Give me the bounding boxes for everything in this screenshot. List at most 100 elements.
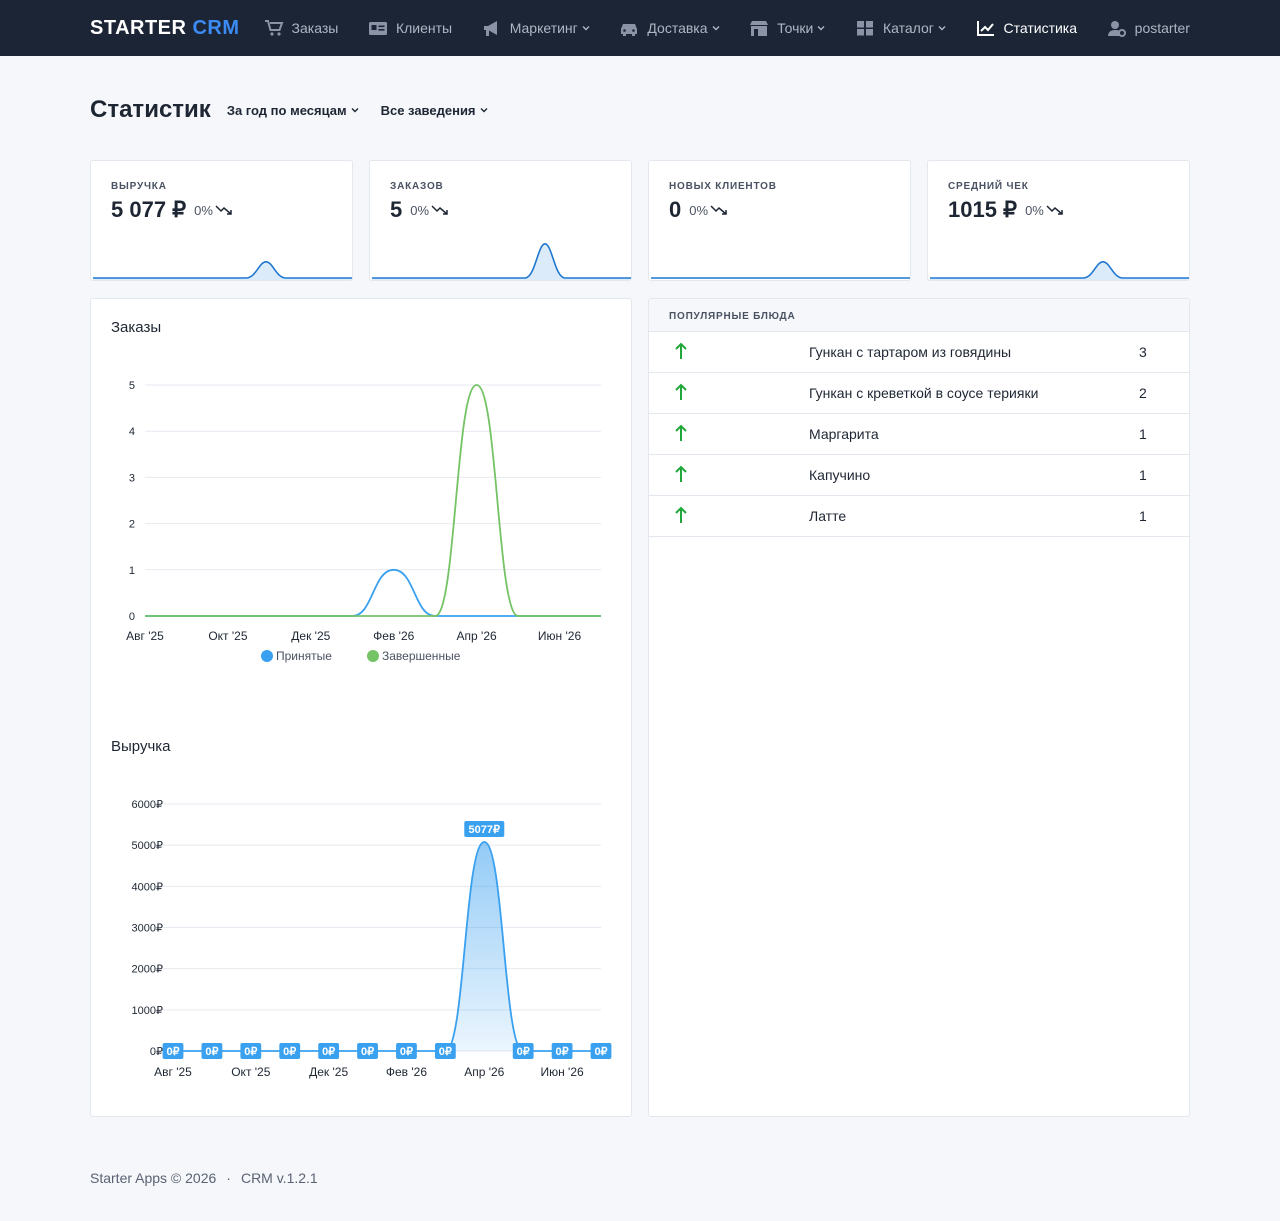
y-tick-label: 4000₽ — [132, 881, 163, 893]
legend-marker — [261, 650, 273, 662]
chevron-down-icon — [480, 108, 488, 113]
y-tick-label: 5000₽ — [132, 840, 163, 852]
data-label: 0₽ — [439, 1046, 452, 1058]
arrow-up-icon — [675, 465, 687, 482]
kpi-label: Средний чек — [948, 181, 1029, 192]
data-label: 0₽ — [594, 1046, 607, 1058]
y-tick-label: 5 — [129, 380, 135, 392]
table-row[interactable]: Гункан с тартаром из говядины 3 — [649, 332, 1189, 373]
nav-item-label: Каталог — [882, 20, 934, 36]
kpi-change: 0% — [689, 203, 728, 218]
revenue-chart-title: Выручка — [111, 738, 171, 755]
dish-name: Капучино — [809, 467, 871, 483]
y-tick-label: 0 — [129, 611, 135, 623]
trend-down-icon — [431, 205, 448, 215]
dish-qty: 1 — [1139, 426, 1147, 442]
nav-item-1[interactable]: Заказы — [264, 19, 338, 37]
x-tick-label: Авг '25 — [126, 629, 164, 643]
nav-item-label: postarter — [1134, 20, 1190, 36]
trend-down-icon — [215, 205, 232, 215]
nav-item-3[interactable]: Маркетинг — [482, 19, 590, 37]
data-label: 0₽ — [556, 1046, 569, 1058]
x-tick-label: Фев '26 — [373, 629, 414, 643]
user-gear-icon — [1107, 21, 1126, 37]
revenue-chart: 0₽ 1000₽ 2000₽ 3000₽ 4000₽ 5000₽ 6000₽ Авг '25 О… — [132, 799, 612, 1079]
arrow-up-icon — [675, 342, 687, 359]
venue-filter-dropdown[interactable]: Все заведения — [381, 103, 488, 118]
nav-item-4[interactable]: Доставка — [619, 19, 720, 37]
page-header: Статистик За год по месяцам Все заведени… — [90, 96, 510, 124]
series-line — [173, 841, 601, 1052]
megaphone-icon — [483, 21, 497, 36]
nav-item-label: Маркетинг — [509, 20, 578, 36]
legend-label: Завершенные — [382, 649, 461, 663]
legend-label: Принятые — [276, 649, 332, 663]
kpi-label: Новых клиентов — [669, 181, 777, 192]
sparkline-line — [93, 260, 352, 279]
data-label: 5077₽ — [469, 824, 500, 836]
grid-icon — [856, 21, 873, 36]
kpi-value: 5 — [390, 197, 403, 222]
brand-logo[interactable]: STARTER CRM — [90, 17, 240, 40]
nav-item-label: Клиенты — [395, 20, 453, 36]
table-row[interactable]: Латте 1 — [649, 496, 1189, 537]
chevron-down-icon — [582, 26, 590, 31]
period-filter-label: За год по месяцам — [226, 102, 347, 118]
kpi-change: 0% — [194, 203, 233, 218]
data-label-bg — [279, 1043, 301, 1059]
kpi-value: 1015 ₽ — [948, 197, 1018, 222]
cart-icon — [264, 20, 283, 36]
data-label-bg — [201, 1043, 223, 1059]
dish-name: Гункан с тартаром из говядины — [809, 344, 1012, 360]
kpi-sparkline — [372, 242, 631, 280]
chevron-down-icon — [351, 108, 359, 113]
arrow-up-icon — [675, 424, 687, 441]
kpi-card: Новых клиентов 0 0% — [648, 160, 911, 281]
table-row[interactable]: Гункан с креветкой в соусе терияки 2 — [649, 373, 1189, 414]
orders-chart-title: Заказы — [111, 319, 162, 336]
y-tick-label: 3000₽ — [132, 923, 163, 935]
x-tick-label: Апр '26 — [457, 629, 497, 643]
data-label: 0₽ — [517, 1046, 530, 1058]
chevron-down-icon — [712, 26, 720, 31]
kpi-sparkline — [93, 260, 352, 280]
dish-qty: 1 — [1139, 467, 1147, 483]
sparkline-line — [372, 242, 631, 279]
nav-item-6[interactable]: Каталог — [855, 19, 946, 37]
data-label: 0₽ — [166, 1046, 179, 1058]
kpi-card: Заказов 5 0% — [369, 160, 632, 281]
arrow-up-icon — [675, 383, 687, 400]
orders-chart: 0 1 2 3 4 5 Авг '25 Окт '25 Дек '25 Фев '26 Апр '2… — [126, 380, 601, 663]
trend-down-icon — [710, 205, 727, 215]
kpi-label: Заказов — [390, 181, 444, 192]
footer-separator: · — [226, 1170, 231, 1186]
data-label-bg — [318, 1043, 340, 1059]
nav-item-label: Статистика — [1003, 20, 1078, 36]
x-tick-label: Июн '26 — [540, 1065, 584, 1079]
kpi-change: 0% — [1025, 203, 1064, 218]
id-card-icon — [368, 22, 387, 35]
nav-item-7[interactable]: Статистика — [976, 19, 1078, 37]
kpi-change: 0% — [410, 203, 449, 218]
nav-item-5[interactable]: Точки — [749, 19, 825, 37]
nav-item-label: Доставка — [647, 20, 708, 36]
nav-item-2[interactable]: Клиенты — [368, 19, 452, 37]
legend-marker — [367, 650, 379, 662]
series-area — [173, 841, 601, 1051]
venue-filter-label: Все заведения — [380, 102, 476, 118]
data-label-bg — [396, 1043, 417, 1059]
nav-item-8[interactable]: postarter — [1107, 19, 1190, 37]
popular-dishes-header: Популярные блюда — [649, 299, 1189, 332]
table-row[interactable]: Маргарита 1 — [649, 414, 1189, 455]
brand-suffix: CRM — [192, 16, 240, 39]
sparkline-line — [930, 260, 1189, 279]
dish-qty: 2 — [1139, 385, 1147, 401]
period-filter-dropdown[interactable]: За год по месяцам — [227, 103, 359, 118]
table-row[interactable]: Капучино 1 — [649, 455, 1189, 496]
brand-name: STARTER — [90, 16, 187, 39]
page-title: Статистик — [90, 96, 211, 123]
data-label-bg — [162, 1043, 184, 1059]
y-tick-label: 1000₽ — [132, 1005, 163, 1017]
data-label-bg — [464, 820, 505, 837]
data-label-bg — [512, 1043, 534, 1059]
